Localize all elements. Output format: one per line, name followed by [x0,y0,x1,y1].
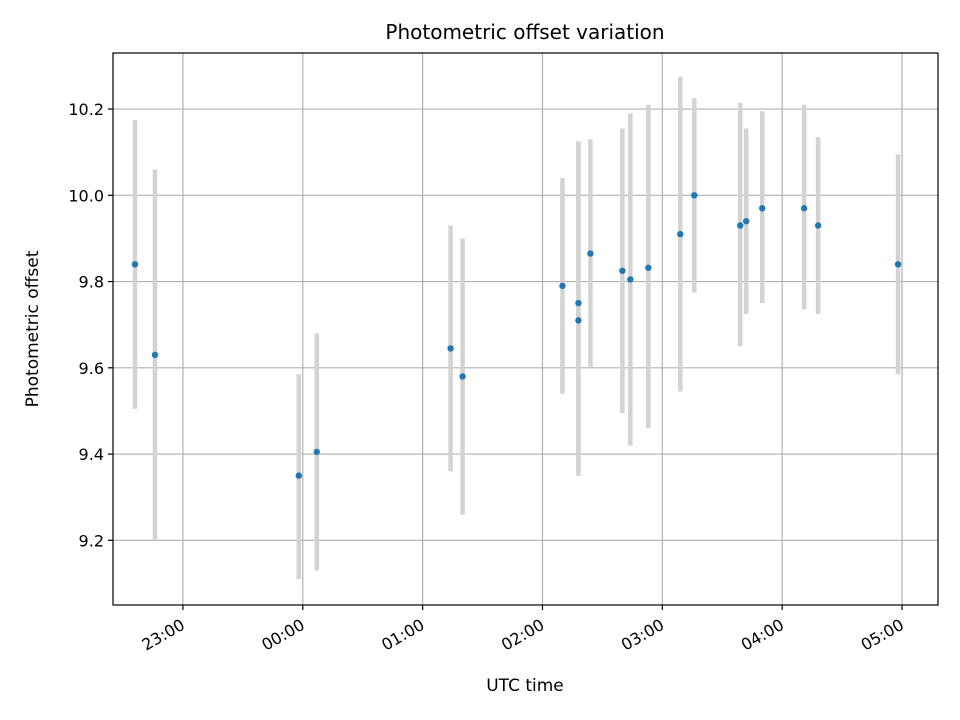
data-point [691,192,698,199]
data-point [677,230,684,238]
data-point [759,205,766,212]
y-tick-label: 10.2 [68,100,104,119]
y-tick-label: 10.0 [68,186,104,205]
data-point [131,261,139,268]
y-tick-label: 9.4 [79,445,104,464]
data-point [575,299,582,307]
data-point [645,264,652,271]
data-point [743,217,750,225]
data-point [587,250,594,257]
y-tick-label: 9.8 [79,273,104,292]
data-point [800,205,808,212]
data-point [559,282,566,290]
x-axis-label: UTC time [486,676,564,696]
data-point [575,317,582,324]
data-points [131,192,902,479]
y-tick-label: 9.6 [79,359,104,378]
grid [113,53,938,605]
data-point [627,276,634,283]
y-axis-label: Photometric offset [23,250,43,407]
chart-title: Photometric offset variation [385,20,664,44]
data-point [619,267,626,274]
y-axis-ticks: 9.2 9.4 9.6 9.8 10.0 10.2 [68,100,113,550]
plot-frame [112,52,939,606]
y-tick-label: 9.2 [79,531,104,550]
data-point [814,222,822,229]
data-point [894,261,902,268]
data-point [295,472,302,479]
data-point [151,351,159,359]
data-point [459,373,466,380]
data-point [737,222,744,229]
data-point [447,345,454,352]
data-point [313,448,320,456]
